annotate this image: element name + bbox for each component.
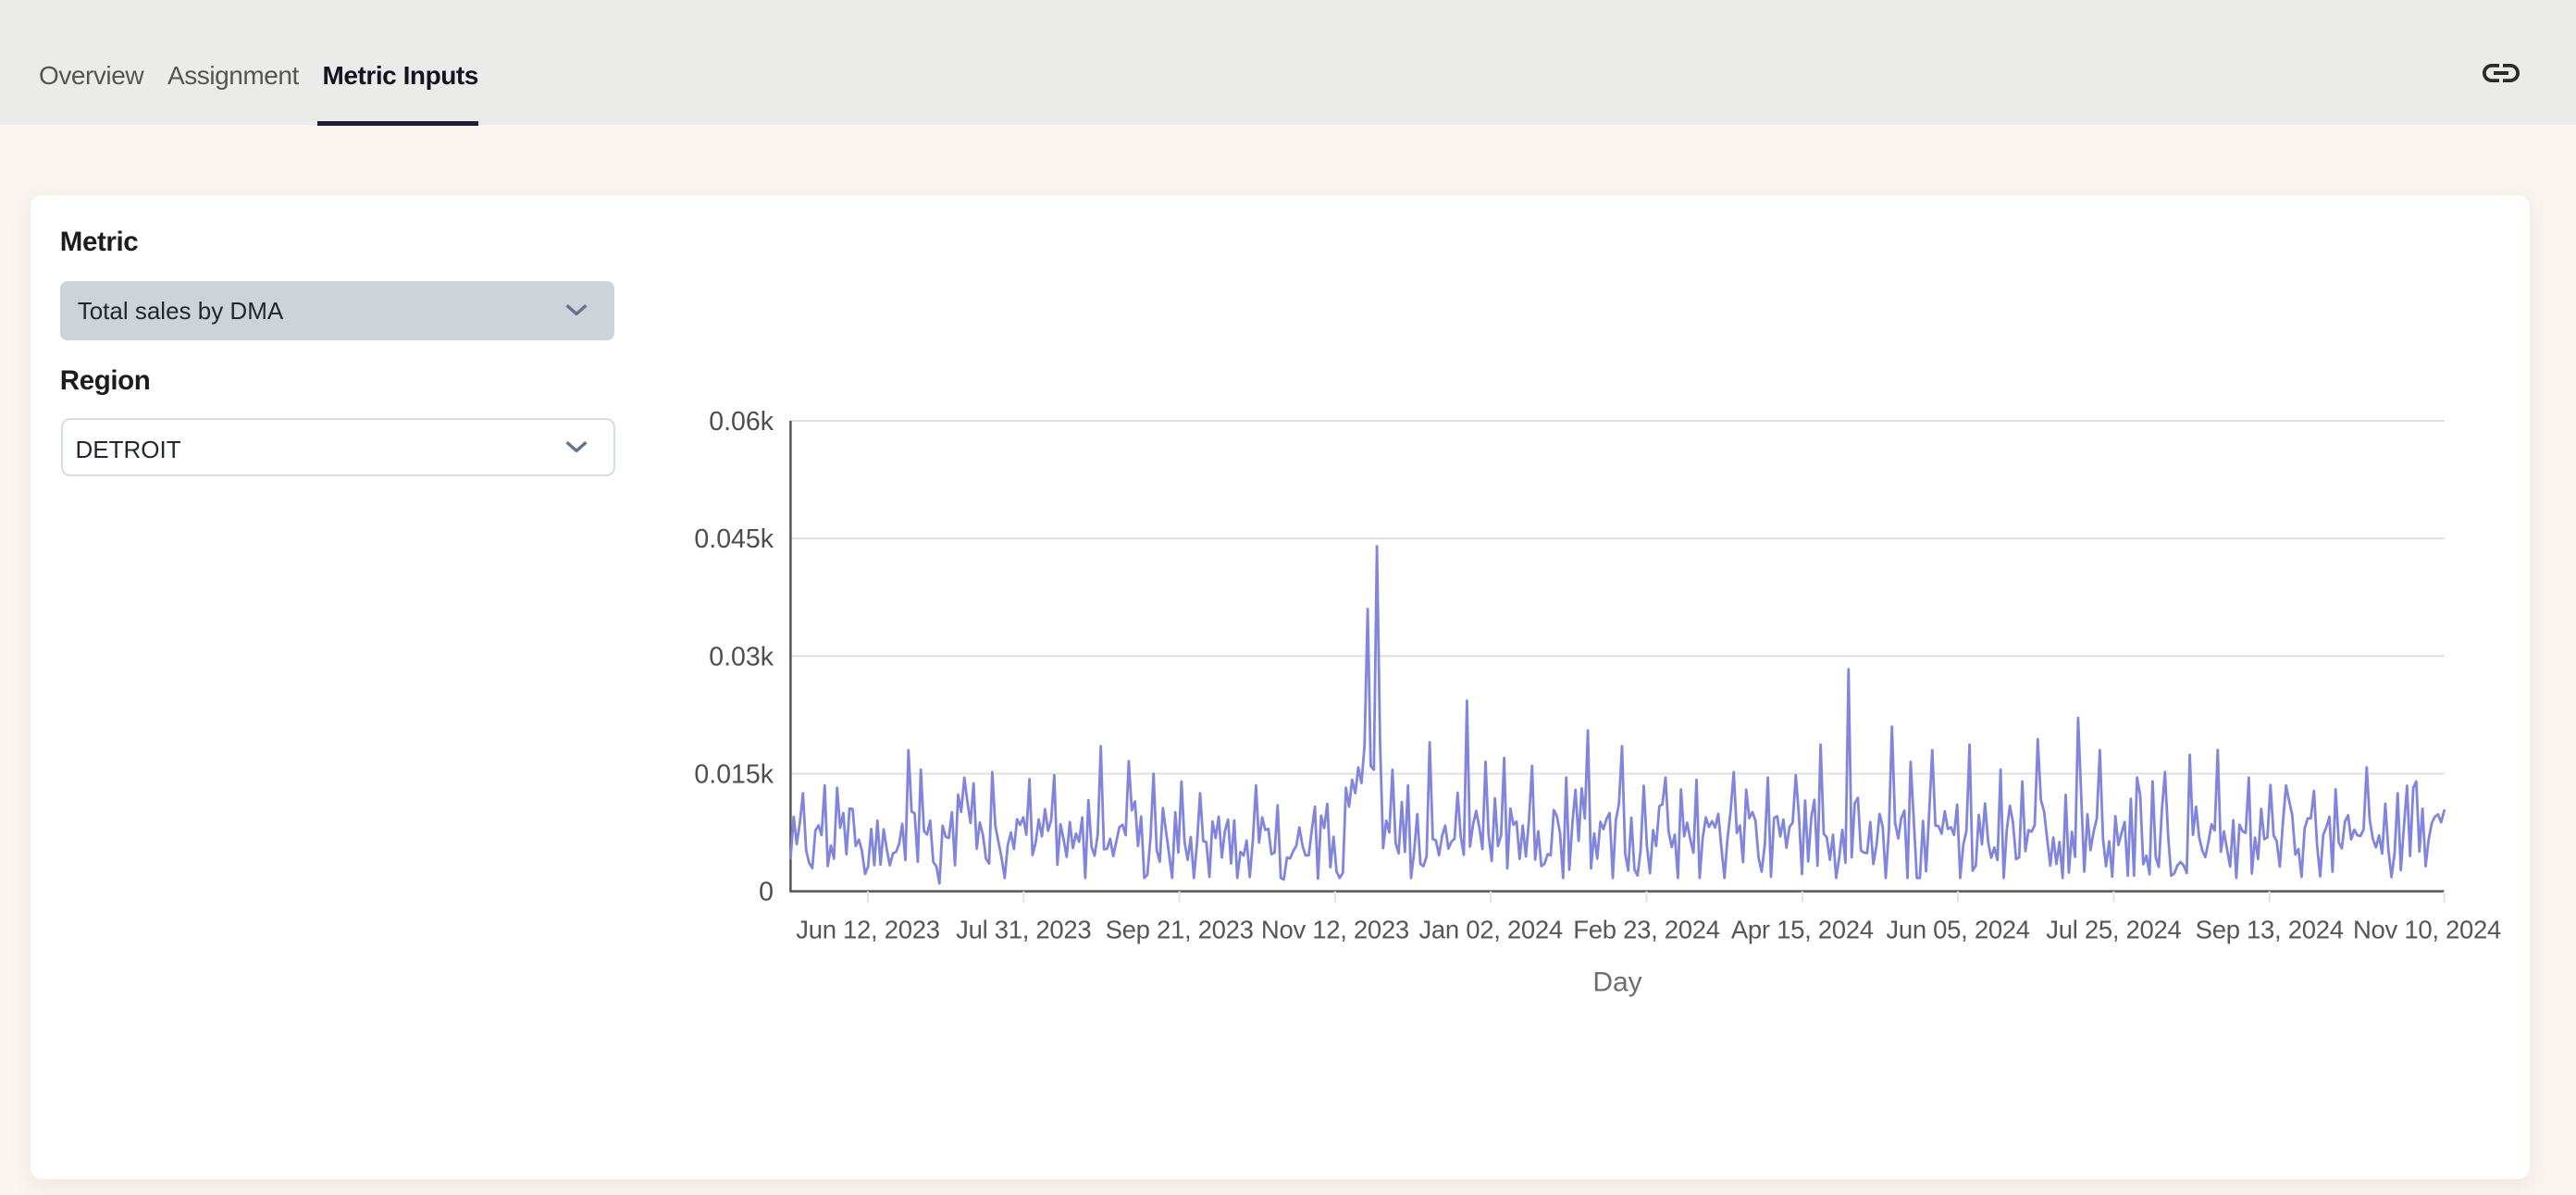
svg-text:Sep 21, 2023: Sep 21, 2023 xyxy=(1106,916,1254,944)
svg-text:Jun 12, 2023: Jun 12, 2023 xyxy=(796,916,939,944)
svg-text:0.045k: 0.045k xyxy=(694,524,774,554)
svg-text:Jul 31, 2023: Jul 31, 2023 xyxy=(956,916,1091,944)
svg-text:Jan 02, 2024: Jan 02, 2024 xyxy=(1418,916,1562,944)
svg-text:Feb 23, 2024: Feb 23, 2024 xyxy=(1573,916,1719,944)
svg-text:0.06k: 0.06k xyxy=(709,407,774,437)
svg-text:0.015k: 0.015k xyxy=(694,760,774,790)
svg-text:0: 0 xyxy=(759,878,774,907)
svg-text:Apr 15, 2024: Apr 15, 2024 xyxy=(1731,916,1874,944)
svg-text:Jun 05, 2024: Jun 05, 2024 xyxy=(1886,916,2029,944)
svg-text:Day: Day xyxy=(1592,967,1641,997)
svg-text:Nov 12, 2023: Nov 12, 2023 xyxy=(1261,916,1409,944)
svg-text:Jul 25, 2024: Jul 25, 2024 xyxy=(2046,916,2181,944)
svg-text:Nov 10, 2024: Nov 10, 2024 xyxy=(2353,916,2501,944)
svg-text:Sep 13, 2024: Sep 13, 2024 xyxy=(2196,916,2344,944)
svg-text:0.03k: 0.03k xyxy=(709,642,774,671)
